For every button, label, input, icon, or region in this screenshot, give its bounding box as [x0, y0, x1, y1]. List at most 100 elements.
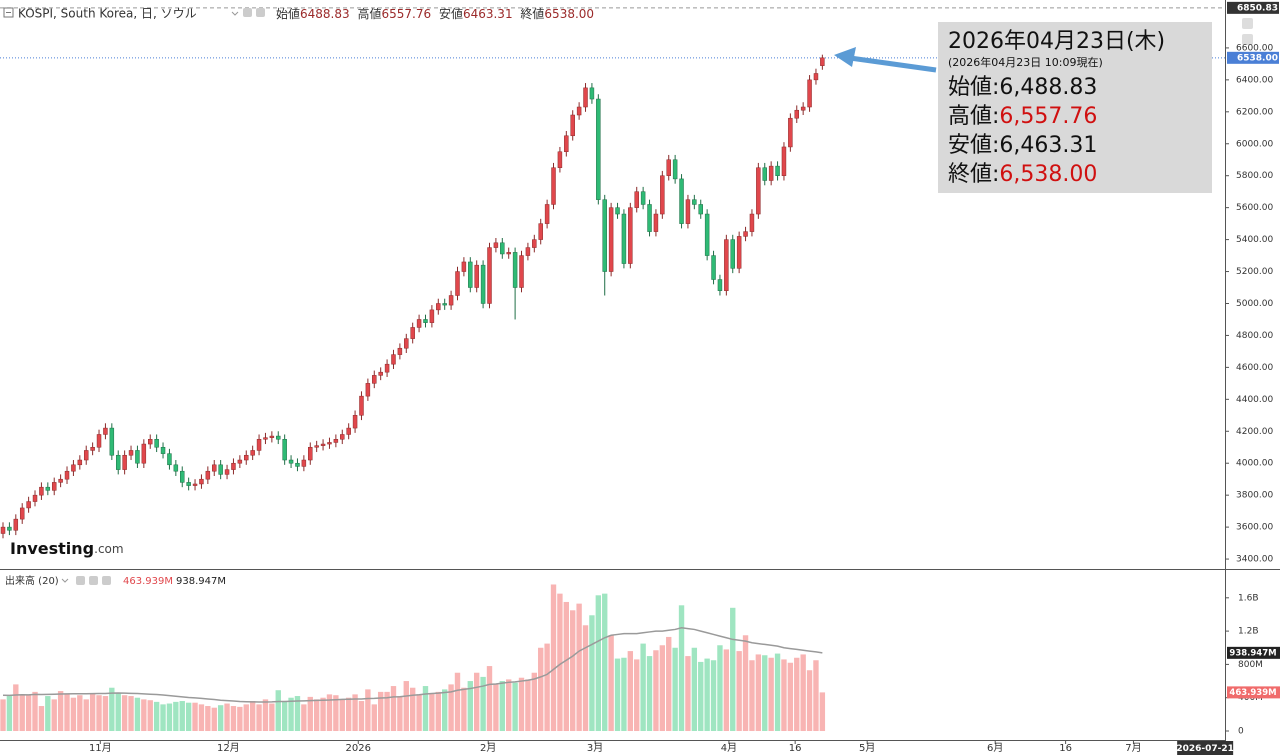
candle-body [384, 363, 390, 373]
legend-label: 始値 [276, 6, 300, 21]
volume-bar [794, 657, 800, 732]
candle-body [512, 252, 518, 288]
candle-body [416, 319, 422, 328]
volume-bar [589, 615, 595, 732]
candle-body [506, 252, 511, 255]
arrow-head [834, 47, 856, 67]
candle-body [128, 450, 134, 456]
volume-bar [666, 636, 672, 732]
candle-body [519, 255, 524, 288]
candle-body [77, 459, 83, 466]
tooltip-rows: 始値:6,488.83高値:6,557.76安値:6,463.31終値:6,53… [948, 75, 1097, 187]
candle-body [288, 459, 294, 464]
candle-body [320, 443, 326, 446]
legend-label: 安値 [439, 6, 463, 21]
volume-bar [211, 707, 217, 732]
candle-body [19, 507, 25, 520]
candle-body [160, 446, 166, 454]
candle-body [244, 454, 249, 461]
candle-body [199, 478, 204, 485]
volume-bar [0, 699, 6, 732]
tooltip-box [938, 22, 1212, 193]
close-icon[interactable] [102, 576, 111, 585]
volume-bar [179, 701, 185, 732]
volume-bar [698, 661, 704, 732]
visibility-icon[interactable] [256, 8, 265, 17]
candle-body [346, 427, 351, 435]
x-tick-label: 5月 [859, 742, 875, 754]
range-high-badge [1227, 1, 1279, 14]
candle-body [58, 478, 63, 483]
tooltip-row: 安値:6,463.31 [948, 133, 1097, 158]
volume-bar [704, 658, 710, 732]
candle-body [442, 303, 447, 306]
candle-body [276, 435, 281, 440]
reset-icon[interactable] [1242, 34, 1253, 45]
volume-bar [461, 687, 467, 732]
volume-bar [525, 679, 531, 732]
visibility-icon[interactable] [89, 576, 98, 585]
y-tick-label: 6400.00 [1236, 75, 1273, 85]
volume-bar [602, 593, 608, 732]
candle-body [0, 526, 6, 534]
candle-body [237, 459, 243, 464]
x-tick-label: 16 [789, 743, 802, 754]
candle-body [807, 79, 812, 108]
volume-bar [70, 697, 77, 732]
y-tick-label: 6200.00 [1236, 107, 1273, 117]
candle-body [596, 98, 601, 200]
legend-value: 6557.76 [381, 7, 431, 21]
volume-bar [570, 610, 576, 732]
volume-bar [717, 645, 723, 732]
volume-bar [115, 692, 121, 732]
volume-bar [281, 701, 288, 732]
candle-body [365, 383, 371, 397]
volume-title: 出来高 (20) [5, 574, 59, 587]
candle-body [186, 482, 191, 486]
volume-bar [819, 692, 826, 732]
volume-bar [109, 687, 115, 732]
candle-body [788, 117, 793, 148]
candle-body [301, 459, 307, 467]
volume-bar [512, 682, 518, 732]
volume-bar [365, 689, 371, 732]
candle-body [660, 175, 665, 215]
volume-badge-label: 463.939M [1229, 688, 1276, 698]
dropdown-icon[interactable] [231, 11, 239, 16]
volume-bar [531, 672, 537, 732]
candle-body [135, 450, 140, 464]
volume-bar [339, 699, 345, 732]
volume-bar [710, 660, 717, 732]
candle-body [692, 199, 697, 205]
candle-body [698, 204, 703, 215]
candle-body [525, 247, 531, 256]
legend-value: 6488.83 [300, 7, 350, 21]
dropdown-icon[interactable] [61, 578, 69, 583]
volume-bar [486, 666, 493, 732]
candle-body [180, 470, 185, 483]
candle-body [308, 446, 313, 461]
candle-body [487, 247, 492, 304]
settings-icon[interactable] [76, 576, 85, 585]
volume-value: 463.939M [123, 576, 173, 587]
collapse-icon[interactable] [3, 7, 14, 18]
volume-bar [416, 694, 422, 732]
candle-body [378, 371, 383, 376]
volume-bar [307, 696, 313, 732]
settings-icon[interactable] [243, 8, 252, 17]
volume-bar [768, 657, 774, 732]
candle-body [724, 239, 729, 291]
volume-bar [787, 662, 794, 732]
tooltip-row-label: 始値: [948, 75, 999, 100]
volume-bar [800, 654, 806, 732]
volume-bar [435, 691, 441, 732]
candle-body [167, 453, 172, 466]
volume-bar [640, 643, 646, 732]
zoom-icon[interactable] [1242, 18, 1253, 29]
volume-bar [563, 601, 570, 732]
volume-bar [377, 691, 384, 732]
candle-body [544, 204, 550, 224]
x-tick-label: 3月 [587, 742, 603, 754]
volume-bar [474, 672, 480, 732]
candle-body [436, 303, 441, 311]
